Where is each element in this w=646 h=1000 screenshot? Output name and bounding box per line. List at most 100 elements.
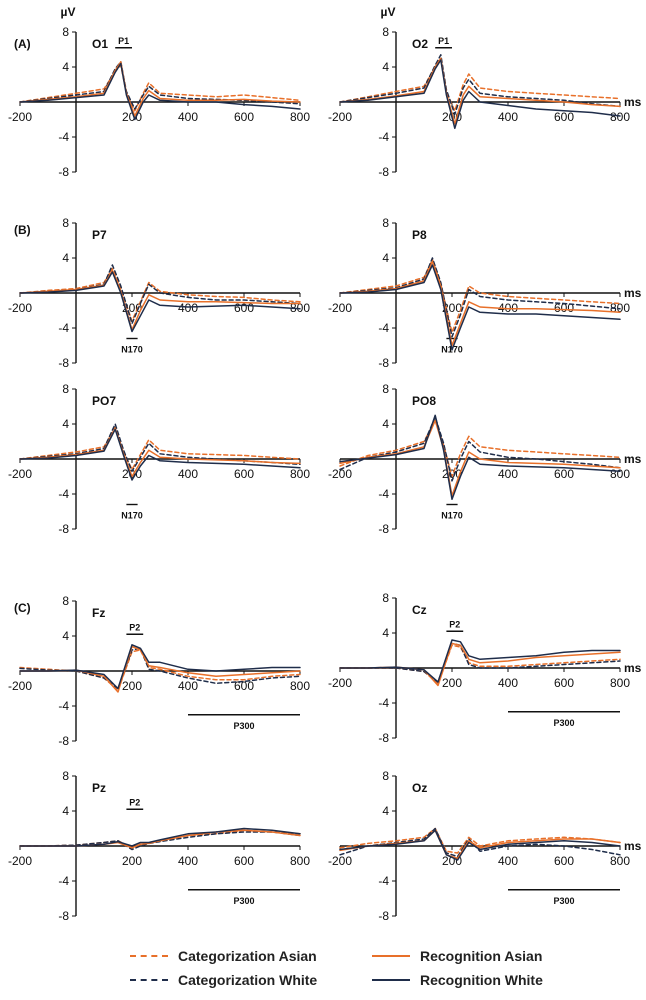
series-line-categorization-white <box>19 831 301 851</box>
p300-label: P300 <box>553 718 574 728</box>
y-tick-label: 4 <box>62 804 69 818</box>
x-tick-label: 600 <box>234 110 254 124</box>
series-line-categorization-white <box>339 257 621 338</box>
y-tick-label: -4 <box>58 321 69 335</box>
y-tick-label: -8 <box>378 909 389 923</box>
series-line-recognition-asian <box>19 269 301 331</box>
component-label: P2 <box>129 797 140 807</box>
y-unit-label: µV <box>61 5 76 19</box>
y-tick-label: -8 <box>58 522 69 536</box>
x-tick-label: 800 <box>610 676 630 690</box>
y-tick-label: -8 <box>378 731 389 745</box>
channel-label: Cz <box>412 603 427 617</box>
x-unit-label: ms <box>624 452 642 466</box>
x-tick-label: 600 <box>234 467 254 481</box>
legend-swatch-rec-white <box>372 979 410 981</box>
erp-plots: 8 4 -4 -8 -200 200 400 600 800 µV O1 P1 8 4 -4 -8 -200 20… <box>8 5 642 923</box>
legend-item-cat-white: Categorization White <box>130 972 317 988</box>
y-tick-label: 4 <box>62 629 69 643</box>
x-tick-label: 400 <box>178 854 198 868</box>
legend-label-cat-white: Categorization White <box>178 972 318 988</box>
channel-label: Fz <box>92 606 105 620</box>
y-tick-label: 8 <box>382 591 389 605</box>
y-tick-label: -8 <box>378 522 389 536</box>
y-tick-label: 4 <box>62 251 69 265</box>
legend-label-rec-white: Recognition White <box>420 972 543 988</box>
y-tick-label: 8 <box>62 382 69 396</box>
y-unit-label: µV <box>381 5 396 19</box>
series-line-recognition-white <box>339 59 621 130</box>
legend-swatch-rec-asian <box>372 955 410 957</box>
y-tick-label: 8 <box>382 382 389 396</box>
y-tick-label: 8 <box>382 216 389 230</box>
y-tick-label: -4 <box>58 874 69 888</box>
legend-swatch-cat-white <box>130 979 168 981</box>
legend-label-cat-asian: Categorization Asian <box>178 948 317 964</box>
legend: Categorization Asian Categorization Whit… <box>0 940 646 996</box>
channel-label: Oz <box>412 781 427 795</box>
component-label: P1 <box>438 36 449 46</box>
component-label: N170 <box>121 511 143 521</box>
series-line-recognition-asian <box>339 260 621 347</box>
x-tick-label: -200 <box>328 676 352 690</box>
y-tick-label: -8 <box>58 734 69 748</box>
series-line-categorization-asian <box>339 57 621 112</box>
series-line-categorization-asian <box>19 267 301 322</box>
y-tick-label: -4 <box>378 696 389 710</box>
y-tick-label: 8 <box>382 769 389 783</box>
x-tick-label: 400 <box>498 301 518 315</box>
series-line-recognition-white <box>19 827 301 847</box>
x-tick-label: 400 <box>178 679 198 693</box>
x-tick-label: -200 <box>328 110 352 124</box>
component-label: P2 <box>129 622 140 632</box>
series-line-recognition-asian <box>339 642 621 687</box>
series-line-categorization-asian <box>19 426 301 471</box>
series-line-categorization-white <box>19 264 301 325</box>
channel-label: P7 <box>92 228 107 242</box>
series-line-recognition-white <box>19 644 301 690</box>
x-tick-label: -200 <box>8 679 32 693</box>
series-line-recognition-asian <box>339 57 621 125</box>
series-line-categorization-white <box>339 54 621 116</box>
series-line-recognition-white <box>339 414 621 501</box>
x-tick-label: 400 <box>498 467 518 481</box>
x-tick-label: 400 <box>498 676 518 690</box>
y-tick-label: 8 <box>62 25 69 39</box>
x-tick-label: -200 <box>8 110 32 124</box>
p300-label: P300 <box>233 896 254 906</box>
y-tick-label: 8 <box>62 769 69 783</box>
x-tick-label: 600 <box>554 110 574 124</box>
series-line-categorization-asian <box>339 419 621 478</box>
x-tick-label: 800 <box>290 301 310 315</box>
legend-item-cat-asian: Categorization Asian <box>130 948 317 964</box>
erp-plot-fz: 8 4 -4 -8 -200 200 400 600 800 Fz P2 P300 <box>8 594 310 748</box>
y-tick-label: -4 <box>378 130 389 144</box>
x-tick-label: 800 <box>610 110 630 124</box>
y-tick-label: 4 <box>382 251 389 265</box>
x-tick-label: 400 <box>498 854 518 868</box>
x-tick-label: -200 <box>328 467 352 481</box>
x-tick-label: -200 <box>8 301 32 315</box>
channel-label: Pz <box>92 781 106 795</box>
y-tick-label: -4 <box>58 699 69 713</box>
series-line-recognition-white <box>19 62 301 121</box>
y-tick-label: -4 <box>58 487 69 501</box>
y-tick-label: -8 <box>58 165 69 179</box>
panel-label-b: (B) <box>14 223 31 237</box>
x-tick-label: 800 <box>290 467 310 481</box>
x-tick-label: 200 <box>122 854 142 868</box>
y-tick-label: 8 <box>62 594 69 608</box>
x-tick-label: 800 <box>290 679 310 693</box>
x-unit-label: ms <box>624 661 642 675</box>
x-tick-label: 400 <box>498 110 518 124</box>
x-tick-label: -200 <box>8 854 32 868</box>
x-tick-label: 400 <box>178 301 198 315</box>
y-tick-label: 4 <box>62 417 69 431</box>
series-line-recognition-asian <box>339 829 621 860</box>
component-label: P2 <box>449 619 460 629</box>
